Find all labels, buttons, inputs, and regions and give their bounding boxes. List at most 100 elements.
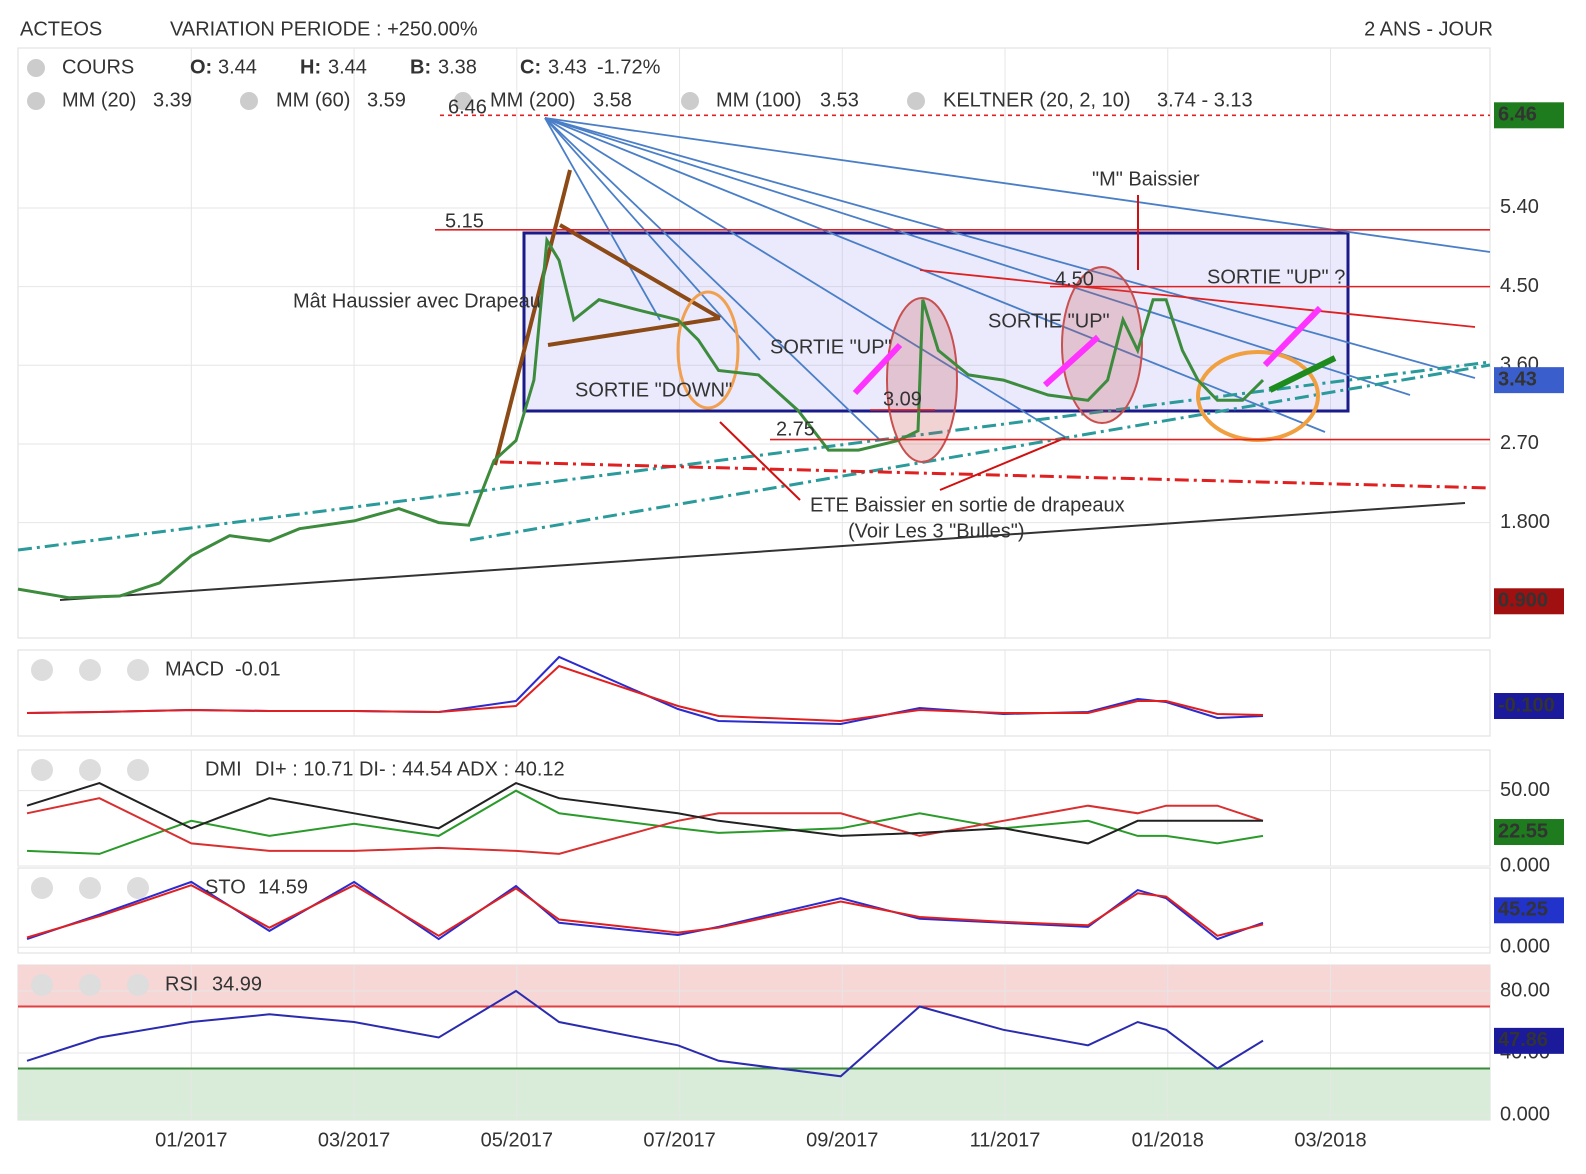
panel-icon: [127, 659, 149, 681]
period: 2 ANS - JOUR: [1364, 18, 1493, 40]
value-badge-label: 45.25: [1498, 899, 1548, 921]
annotation: (Voir Les 3 "Bulles"): [848, 520, 1025, 542]
value-badge-label: -0.100: [1498, 694, 1555, 716]
panel-icon: [127, 759, 149, 781]
legend-entry: COURS: [62, 56, 134, 78]
ohlc-label: B:: [410, 56, 431, 78]
ohlc-value: 3.43: [548, 56, 587, 78]
y-tick-label: 5.40: [1500, 196, 1539, 218]
x-tick-label: 01/2017: [155, 1129, 227, 1151]
y-tick-label: 0.000: [1500, 936, 1550, 958]
overlay-value: 3.58: [593, 89, 632, 111]
indicator-readout: 34.99: [212, 973, 262, 995]
overbought-zone: [18, 965, 1490, 1007]
panel-icon: [127, 974, 149, 996]
overlay-name: MM (100): [716, 89, 802, 111]
annotation: SORTIE "UP": [988, 310, 1110, 332]
level-label: 4.50: [1055, 268, 1094, 290]
up-arrows: [852, 305, 1323, 396]
indicator-readout: 14.59: [258, 876, 308, 898]
x-tick-label: 07/2017: [643, 1129, 715, 1151]
ohlc-value: 3.38: [438, 56, 477, 78]
panel-icon: [79, 974, 101, 996]
x-tick-label: 03/2018: [1294, 1129, 1366, 1151]
y-tick-label: 50.00: [1500, 779, 1550, 801]
y-tick-label: 2.70: [1500, 432, 1539, 454]
series-line: [17, 235, 1265, 600]
series-line: [26, 789, 1264, 855]
panel-icon: [127, 877, 149, 899]
value-badge: [1494, 367, 1564, 394]
fan-lines: [544, 117, 1491, 441]
drawings: [17, 59, 1491, 601]
annotation: ETE Baissier en sortie de drapeaux: [810, 494, 1125, 516]
ohlc-label: C:: [520, 56, 541, 78]
y-tick-label: 0.000: [1500, 854, 1550, 876]
panel-icon: [31, 759, 53, 781]
ohlc-label: O:: [190, 56, 212, 78]
annotation: SORTIE "UP": [770, 336, 892, 358]
panel-backgrounds: [17, 47, 1491, 1121]
change: -1.72%: [597, 56, 661, 78]
resistance-line: [919, 269, 1476, 328]
panel-icon: [31, 974, 53, 996]
value-badge: [1494, 588, 1564, 615]
x-tick-label: 05/2017: [481, 1129, 553, 1151]
value-badge: [1494, 897, 1564, 924]
indicator-readout: DI+ : 10.71 DI- : 44.54 ADX : 40.12: [255, 758, 565, 780]
oversold-zone: [18, 1068, 1490, 1120]
y-tick-label: 1.800: [1500, 511, 1550, 533]
series-line: [26, 664, 1264, 723]
indicator-readout: -0.01: [235, 658, 281, 680]
indicator-title: MACD: [165, 658, 224, 680]
range-box: [522, 231, 1350, 413]
value-badge: [1494, 1027, 1564, 1054]
overlay-name: KELTNER (20, 2, 10): [943, 89, 1130, 111]
indicator-title: STO: [205, 876, 246, 898]
overlay-name: MM (20): [62, 89, 136, 111]
value-badge: [1494, 693, 1564, 719]
overlay-value: 3.39: [153, 89, 192, 111]
annotation: SORTIE "UP" ?: [1207, 266, 1345, 288]
bubble: [676, 290, 740, 410]
pointer-arrows: [719, 195, 1139, 501]
annotation: Mât Haussier avec Drapeau: [293, 290, 541, 312]
y-tick-label: 80.00: [1500, 979, 1550, 1001]
level-label: 5.15: [445, 210, 484, 232]
value-badge-label: 3.43: [1498, 368, 1537, 390]
overlay-value: 3.53: [820, 89, 859, 111]
value-badge-label: 6.46: [1498, 104, 1537, 126]
x-tick-label: 03/2017: [318, 1129, 390, 1151]
panel-icon: [31, 877, 53, 899]
level-label: 2.75: [776, 418, 815, 440]
ohlc-value: 3.44: [218, 56, 257, 78]
panel-icon: [79, 759, 101, 781]
series-line: [26, 782, 1263, 845]
indicator-title: DMI: [205, 758, 242, 780]
indicator-title: RSI: [165, 973, 198, 995]
chart-subtitle: VARIATION PERIODE : +250.00%: [170, 18, 478, 40]
value-badge: [1494, 102, 1564, 129]
value-badge-label: 22.55: [1498, 820, 1548, 842]
y-tick-label: 4.50: [1500, 275, 1539, 297]
annotation: SORTIE "DOWN": [575, 379, 732, 401]
x-tick-label: 09/2017: [806, 1129, 878, 1151]
ohlc-value: 3.44: [328, 56, 367, 78]
level-label: 3.09: [883, 388, 922, 410]
gear-icons: [27, 59, 925, 110]
overlay-value: 3.74 - 3.13: [1157, 89, 1253, 111]
overlay-value: 3.59: [367, 89, 406, 111]
value-badge-label: 0.900: [1498, 590, 1548, 612]
panel: [17, 867, 1491, 954]
value-badge-label: 47.86: [1498, 1029, 1548, 1051]
x-tick-label: 11/2017: [970, 1129, 1041, 1151]
bubbles: [886, 266, 1143, 463]
overlay-name: MM (200): [490, 89, 576, 111]
panel-icon: [79, 659, 101, 681]
flag-lines: [493, 169, 722, 466]
series-line: [26, 989, 1264, 1078]
panel-icon: [31, 659, 53, 681]
chart-title: ACTEOS: [20, 18, 102, 40]
long-trend: [59, 502, 1466, 601]
